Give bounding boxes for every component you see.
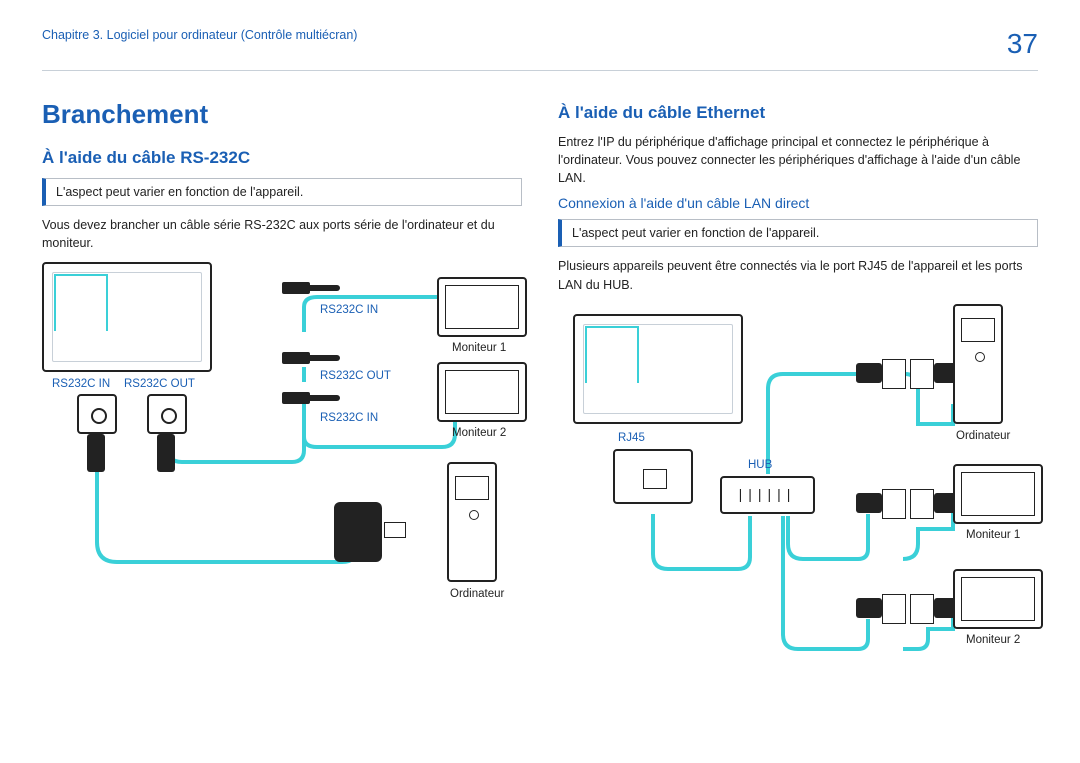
body-rs232c: Vous devez brancher un câble série RS-23… [42,216,522,252]
right-column: À l'aide du câble Ethernet Entrez l'IP d… [558,99,1038,684]
plug-icon-2 [282,350,342,366]
serial-connector-icon [334,502,382,562]
section-title: Branchement [42,99,522,130]
monitor1-icon [437,277,527,337]
plug-icon-3 [282,390,342,406]
label-rs232c-out-2: RS232C OUT [320,370,391,382]
label-rs232c-in-2: RS232C IN [320,304,378,316]
jack-in-icon [77,394,117,434]
plug-down-2 [157,434,175,472]
body-ethernet-hub: Plusieurs appareils peuvent être connect… [558,257,1038,293]
monitor1-icon-r [953,464,1043,524]
body-ethernet-intro: Entrez l'IP du périphérique d'affichage … [558,133,1038,187]
label-moniteur2: Moniteur 2 [452,427,506,439]
label-moniteur2-right: Moniteur 2 [966,634,1020,646]
plug-icon-1 [282,280,342,296]
label-moniteur1-right: Moniteur 1 [966,529,1020,541]
subsection-ethernet: À l'aide du câble Ethernet [558,103,1038,123]
plug-down-1 [87,434,105,472]
label-rs232c-in-3: RS232C IN [320,412,378,424]
label-rj45: RJ45 [618,432,645,444]
tv-back-icon [42,262,212,372]
note-rs232c: L'aspect peut varier en fonction de l'ap… [42,178,522,206]
jack-out-icon [147,394,187,434]
hub-icon [720,476,815,514]
eth-plug-3 [856,594,908,624]
note-ethernet: L'aspect peut varier en fonction de l'ap… [558,219,1038,247]
diagram-rs232c: RS232C IN RS232C OUT RS232C IN Moniteur … [42,262,522,622]
eth-plug-2 [856,489,908,519]
diagram-ethernet: RJ45 HUB Ordinateur Moniteur 1 Moniteur … [558,304,1038,684]
monitor2-icon-r [953,569,1043,629]
left-column: Branchement À l'aide du câble RS-232C L'… [42,99,522,684]
label-rs232c-in-1: RS232C IN [52,378,110,390]
label-hub: HUB [748,459,772,471]
subsection-rs232c: À l'aide du câble RS-232C [42,148,522,168]
label-moniteur1: Moniteur 1 [452,342,506,354]
label-ordinateur-left: Ordinateur [450,588,504,600]
page-number: 37 [1007,28,1038,60]
tower-icon-2 [953,304,1003,424]
chapter-label: Chapitre 3. Logiciel pour ordinateur (Co… [42,28,357,42]
label-rs232c-out-1: RS232C OUT [124,378,195,390]
label-ordinateur-right: Ordinateur [956,430,1010,442]
subsubsection-lan: Connexion à l'aide d'un câble LAN direct [558,195,1038,211]
rj45-port-icon [613,449,693,504]
monitor2-icon [437,362,527,422]
tv-back-icon-2 [573,314,743,424]
eth-plug-1 [856,359,908,389]
tower-icon [447,462,497,582]
